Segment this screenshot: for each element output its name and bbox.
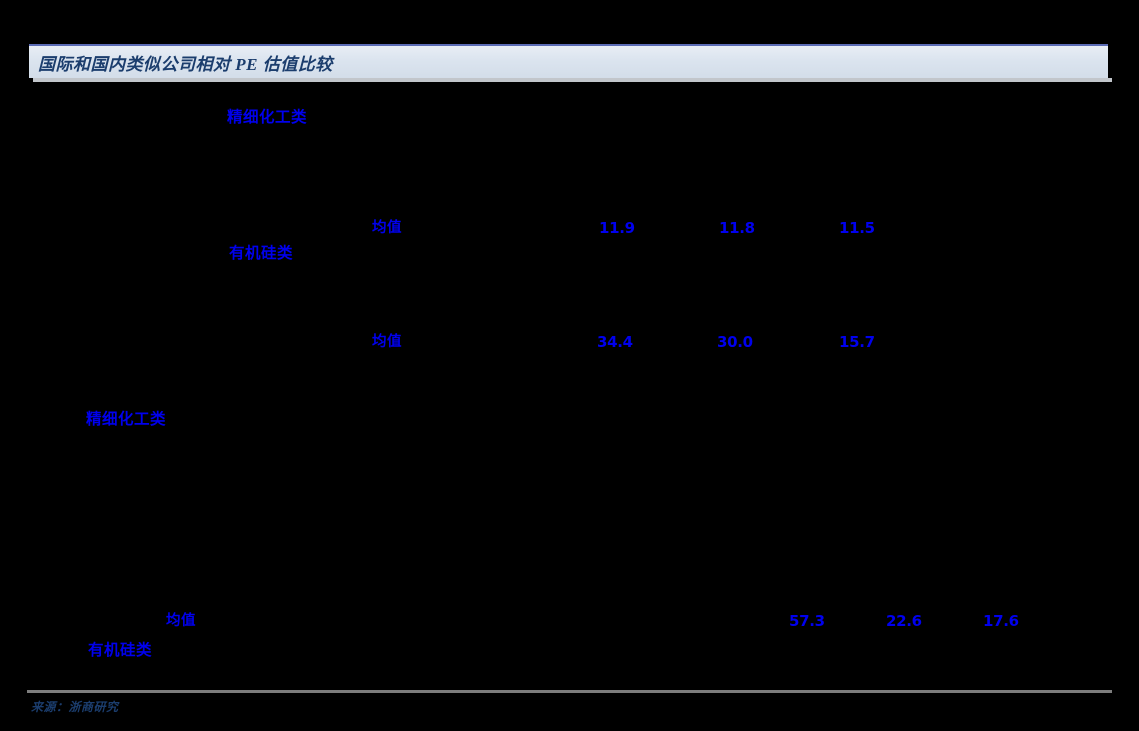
mean-value-row-1-col-3: 11.5 — [839, 219, 875, 237]
group-label-fine-chemicals-upper: 精细化工类 — [227, 108, 308, 126]
mean-value-row-3-col-1: 57.3 — [789, 612, 825, 630]
mean-value-row-3-col-2: 22.6 — [886, 612, 922, 630]
mean-label-row-1: 均值 — [372, 220, 402, 236]
mean-label-row-3: 均值 — [166, 613, 196, 629]
chart-render-area: 精细化工类 均值 11.9 11.8 11.5 有机硅类 均值 34.4 30.… — [0, 82, 1139, 682]
mean-value-row-2-col-3: 15.7 — [839, 333, 875, 351]
figure-caption-bar: 国际和国内类似公司相对 PE 估值比较 — [29, 44, 1108, 78]
mean-value-row-1-col-2: 11.8 — [719, 219, 755, 237]
source-note: 来源：浙商研究 — [31, 700, 119, 714]
group-label-fine-chemicals-lower: 精细化工类 — [86, 410, 167, 428]
mean-value-row-2-col-1: 34.4 — [597, 333, 633, 351]
footer-divider — [27, 690, 1112, 693]
caption-bar-shadow — [33, 78, 1112, 82]
figure-caption-text: 国际和国内类似公司相对 PE 估值比较 — [38, 54, 333, 74]
mean-label-row-2: 均值 — [372, 334, 402, 350]
group-label-silicone-upper: 有机硅类 — [229, 244, 294, 262]
mean-value-row-2-col-2: 30.0 — [717, 333, 753, 351]
group-label-silicone-lower: 有机硅类 — [88, 641, 153, 659]
mean-value-row-3-col-3: 17.6 — [983, 612, 1019, 630]
mean-value-row-1-col-1: 11.9 — [599, 219, 635, 237]
